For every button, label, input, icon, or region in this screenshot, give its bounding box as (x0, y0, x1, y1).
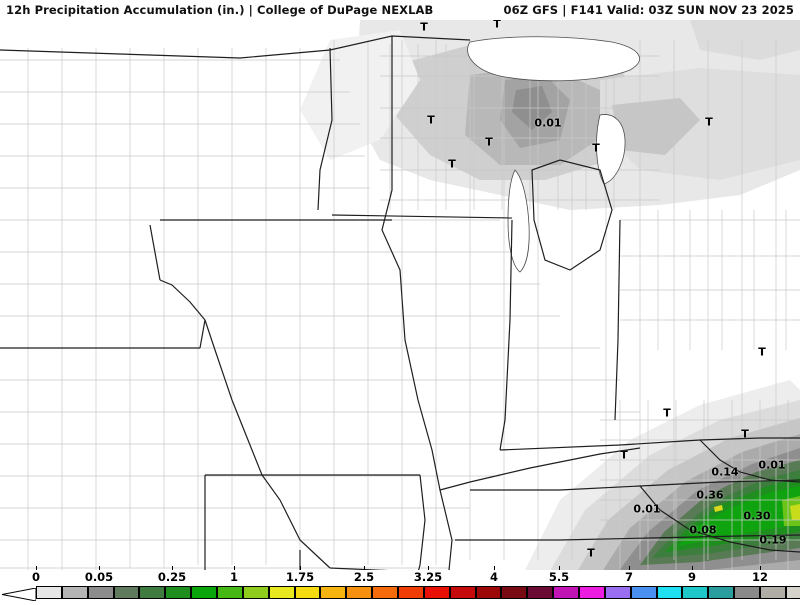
colorbar-swatch[interactable] (553, 586, 579, 599)
colorbar-tick-mark (760, 566, 761, 570)
colorbar-swatch[interactable] (630, 586, 657, 599)
trace-label: T (620, 448, 628, 462)
colorbar-swatch[interactable] (87, 586, 114, 599)
colorbar-tick-mark (428, 566, 429, 570)
colorbar-tick-mark (494, 566, 495, 570)
precip-value-label: 0.01 (633, 502, 661, 516)
colorbar-swatches[interactable] (0, 586, 800, 602)
colorbar-tick-mark (300, 566, 301, 570)
colorbar-tick-label: 0 (31, 570, 41, 584)
trace-label: T (448, 157, 456, 171)
precip-value-label: 0.36 (696, 488, 724, 502)
colorbar-swatch[interactable] (423, 586, 450, 599)
county-boundaries (0, 40, 800, 570)
trace-label: T (741, 427, 749, 441)
colorbar-swatch[interactable] (36, 586, 62, 599)
colorbar-swatch[interactable] (604, 586, 631, 599)
colorbar-tick-mark (559, 566, 560, 570)
colorbar-min-arrow-icon (1, 586, 37, 602)
trace-label: T (592, 141, 600, 155)
colorbar-swatch[interactable] (398, 586, 424, 599)
colorbar-swatch[interactable] (346, 586, 373, 599)
colorbar-tick-mark (36, 566, 37, 570)
colorbar-swatch[interactable] (113, 586, 140, 599)
colorbar-swatch[interactable] (217, 586, 243, 599)
colorbar-tick-mark (364, 566, 365, 570)
colorbar-tick-label: 0.25 (157, 570, 187, 584)
colorbar-swatch[interactable] (708, 586, 735, 599)
map-canvas (0, 20, 800, 570)
colorbar-swatch[interactable] (682, 586, 709, 599)
colorbar-tick-mark (692, 566, 693, 570)
colorbar-legend: 0 0.05 0.25 1 1.75 2.5 3.25 4 5.5 7 9 12 (0, 566, 800, 602)
precip-value-label: 0.01 (534, 116, 562, 130)
state-boundaries (0, 35, 800, 570)
colorbar-swatch[interactable] (294, 586, 321, 599)
colorbar-swatch[interactable] (785, 586, 800, 599)
precip-value-label: 0.19 (759, 533, 787, 547)
colorbar-tick-label: 9 (687, 570, 697, 584)
colorbar-tick-label: 0.05 (84, 570, 114, 584)
colorbar-tick-label: 1 (229, 570, 239, 584)
colorbar-swatch[interactable] (449, 586, 476, 599)
colorbar-swatch[interactable] (527, 586, 554, 599)
model-valid-time: 06Z GFS | F141 Valid: 03Z SUN NOV 23 202… (503, 3, 794, 17)
colorbar-swatch[interactable] (139, 586, 166, 599)
colorbar-swatch[interactable] (61, 586, 88, 599)
colorbar-tick-label: 1.75 (285, 570, 315, 584)
colorbar-tick-mark (172, 566, 173, 570)
header-bar: 12h Precipitation Accumulation (in.) | C… (0, 0, 800, 20)
product-title: 12h Precipitation Accumulation (in.) | C… (6, 3, 434, 17)
colorbar-tick-label: 5.5 (548, 570, 570, 584)
colorbar-swatch[interactable] (501, 586, 528, 599)
colorbar-swatch[interactable] (372, 586, 398, 599)
colorbar-tick-mark (234, 566, 235, 570)
trace-label: T (705, 115, 713, 129)
colorbar-tick-label: 7 (624, 570, 634, 584)
precip-value-label: 0.01 (758, 458, 786, 472)
trace-label: T (758, 345, 766, 359)
colorbar-tick-label: 2.5 (353, 570, 375, 584)
precipitation-map[interactable]: T T T T T T T 0.01 T T T T T 0.14 0.01 0.36 0.30 0.01 0.08… (0, 20, 800, 571)
trace-label: T (663, 406, 671, 420)
colorbar-tick-label: 4 (489, 570, 499, 584)
colorbar-swatch[interactable] (320, 586, 347, 599)
colorbar-swatch[interactable] (656, 586, 683, 599)
precip-value-label: 0.14 (711, 465, 739, 479)
precip-shading-southeast (525, 380, 800, 570)
colorbar-swatch[interactable] (734, 586, 760, 599)
trace-label: T (420, 20, 428, 34)
trace-label: T (485, 135, 493, 149)
colorbar-swatch[interactable] (760, 586, 786, 599)
precip-value-label: 0.08 (689, 523, 717, 537)
colorbar-swatch[interactable] (268, 586, 295, 599)
colorbar-swatch[interactable] (191, 586, 217, 599)
great-lakes (467, 36, 640, 273)
colorbar-tick-mark (99, 566, 100, 570)
trace-label: T (427, 113, 435, 127)
colorbar-tick-label: 12 (751, 570, 769, 584)
colorbar-tick-label: 3.25 (413, 570, 443, 584)
colorbar-swatch[interactable] (475, 586, 502, 599)
colorbar-swatch[interactable] (579, 586, 605, 599)
precip-value-label: 0.30 (743, 509, 771, 523)
colorbar-swatch[interactable] (165, 586, 192, 599)
colorbar-swatch[interactable] (242, 586, 269, 599)
colorbar-tick-mark (629, 566, 630, 570)
trace-label: T (587, 546, 595, 560)
colorbar-tick-labels: 0 0.05 0.25 1 1.75 2.5 3.25 4 5.5 7 9 12 (0, 566, 800, 584)
trace-label: T (493, 20, 501, 31)
